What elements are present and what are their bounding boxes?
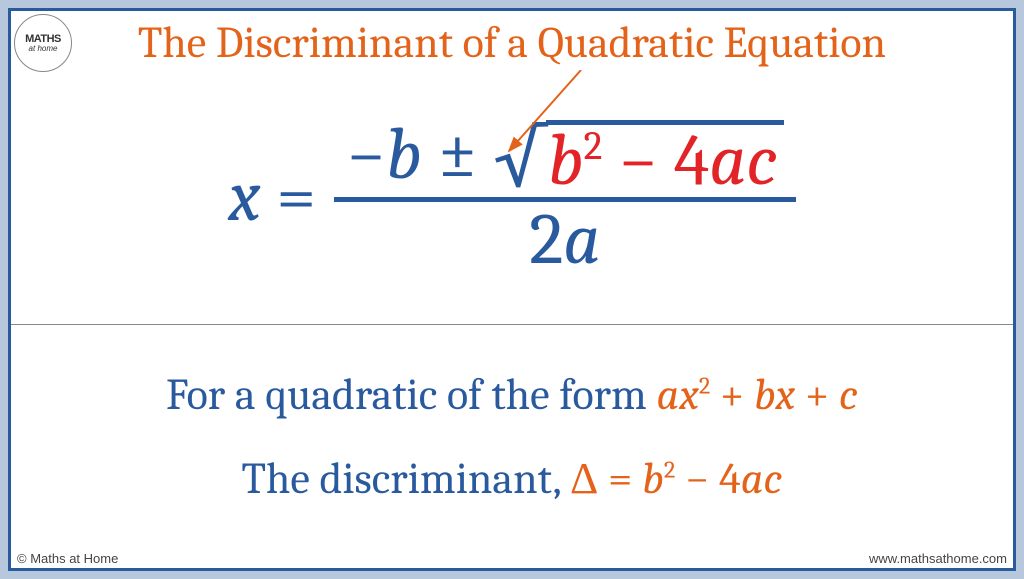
quadratic-form-line: For a quadratic of the form ax2 + bx + c <box>166 369 858 420</box>
formula-lhs: x = <box>228 155 316 238</box>
formula-fraction: −b ± √b2 − 4ac 2a <box>334 117 796 278</box>
discriminant-in-formula: b2 − 4ac <box>546 120 784 197</box>
formula-panel: x = −b ± √b2 − 4ac 2a <box>11 70 1013 325</box>
page-title: The Discriminant of a Quadratic Equation <box>11 11 1013 70</box>
website-text: www.mathsathome.com <box>869 551 1007 566</box>
logo-bottom: at home <box>29 45 58 53</box>
denominator: 2a <box>517 202 612 278</box>
logo: MATHS at home <box>14 14 72 72</box>
copyright-text: © Maths at Home <box>17 551 118 566</box>
sqrt: √b2 − 4ac <box>493 120 783 197</box>
slide-frame: MATHS at home The Discriminant of a Quad… <box>8 8 1016 571</box>
discriminant-definition-line: The discriminant, Δ = b2 − 4ac <box>242 453 783 504</box>
quadratic-formula: x = −b ± √b2 − 4ac 2a <box>228 117 795 278</box>
explanation-panel: For a quadratic of the form ax2 + bx + c… <box>11 325 1013 568</box>
numerator: −b ± √b2 − 4ac <box>334 117 796 197</box>
logo-top: MATHS <box>25 34 61 45</box>
